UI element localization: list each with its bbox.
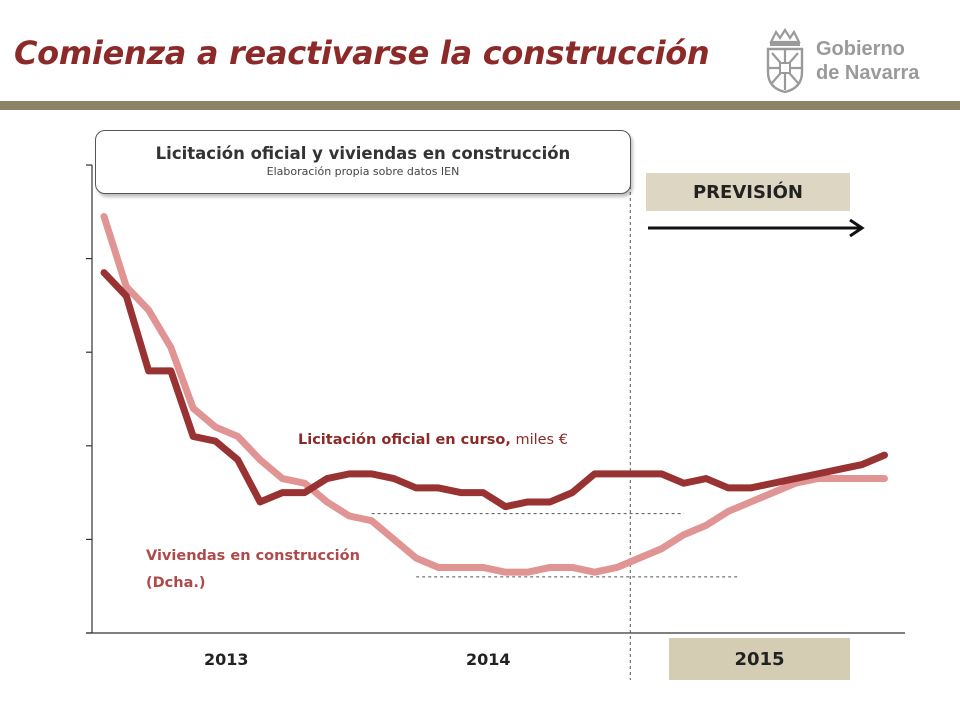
forecast-label: PREVISIÓN — [646, 173, 850, 211]
series-label-viviendas-text: Viviendas en construcción (Dcha.) — [146, 543, 360, 597]
chart-title-box: Licitación oficial y viviendas en constr… — [95, 130, 631, 194]
series-label-viviendas: Viviendas en construcción (Dcha.) — [146, 543, 360, 597]
series-line-viviendas — [100, 212, 888, 576]
x-tick-2013: 2013 — [204, 650, 249, 669]
series-label-licitacion-unit: miles € — [515, 432, 568, 448]
page-title: Comienza a reactivarse la construcción — [14, 34, 710, 72]
series-label-viviendas-line2: (Dcha.) — [146, 575, 206, 591]
navarra-shield-icon — [766, 28, 804, 94]
header-rule — [0, 101, 960, 110]
year-2015-label: 2015 — [669, 638, 850, 680]
logo-text-line1: Gobierno — [816, 38, 905, 60]
forecast-arrow-icon — [648, 218, 865, 238]
series-label-licitacion: Licitación oficial en curso, miles € — [298, 432, 568, 448]
x-tick-2014: 2014 — [466, 650, 511, 669]
chart-subtitle: Elaboración propia sobre datos IEN — [266, 165, 460, 178]
gobierno-de-navarra-logo: Gobierno de Navarra — [762, 26, 932, 98]
series-line-licitacion — [100, 269, 888, 511]
chart-title: Licitación oficial y viviendas en constr… — [155, 144, 571, 163]
logo-text-line2: de Navarra — [816, 62, 920, 84]
series-label-licitacion-name: Licitación oficial en curso, — [298, 432, 511, 448]
series-label-viviendas-line1: Viviendas en construcción — [146, 548, 360, 564]
